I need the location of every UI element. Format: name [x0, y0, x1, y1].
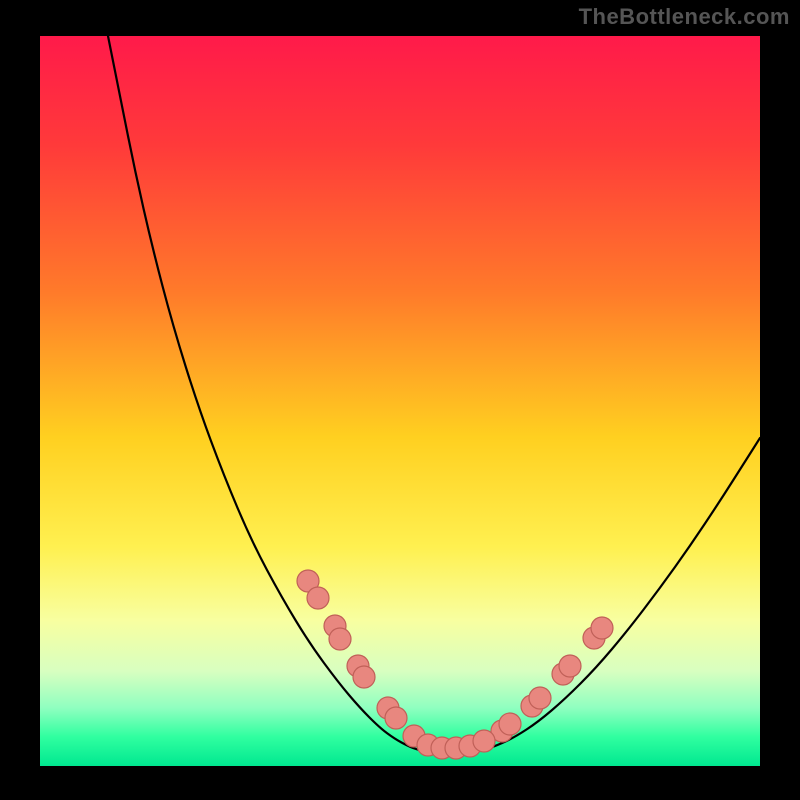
marker-right-3	[529, 687, 551, 709]
plot-background	[40, 36, 760, 766]
marker-right-5	[559, 655, 581, 677]
chart-svg	[0, 0, 800, 800]
marker-bottom-5	[473, 730, 495, 752]
marker-left-7	[385, 707, 407, 729]
watermark-text: TheBottleneck.com	[579, 4, 790, 30]
marker-left-1	[307, 587, 329, 609]
marker-left-3	[329, 628, 351, 650]
marker-right-1	[499, 713, 521, 735]
marker-left-5	[353, 666, 375, 688]
chart-container: TheBottleneck.com	[0, 0, 800, 800]
marker-right-7	[591, 617, 613, 639]
